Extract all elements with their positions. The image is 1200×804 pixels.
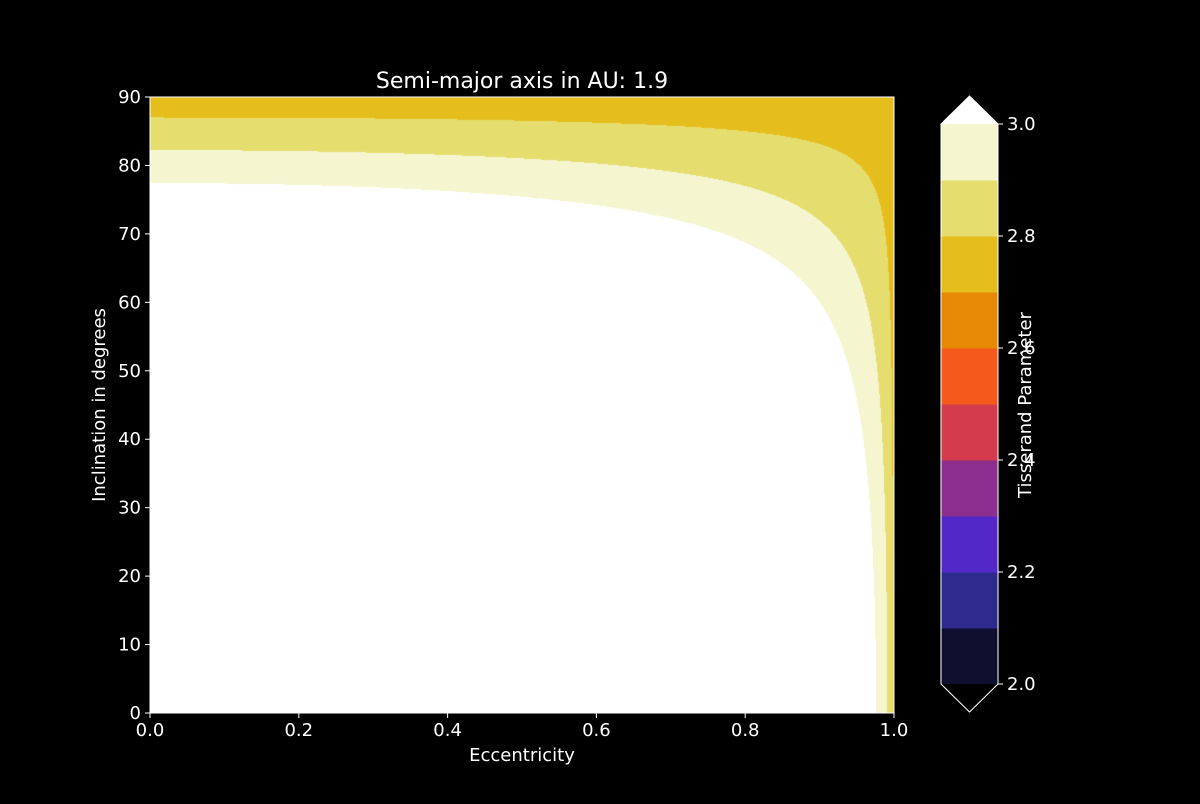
contour-field [150, 97, 894, 713]
chart-title: Semi-major axis in AU: 1.9 [376, 69, 668, 94]
x-tick-label: 0.4 [433, 720, 462, 741]
y-tick-label: 0 [130, 703, 141, 724]
colorbar-tick-label: 3.0 [1007, 114, 1036, 135]
colorbar-extend-top [941, 96, 998, 124]
colorbar-bin [941, 460, 998, 517]
colorbar-bin [941, 124, 998, 181]
colorbar-tick-label: 2.0 [1007, 674, 1036, 695]
y-tick-label: 70 [118, 224, 141, 245]
colorbar-bin [941, 572, 998, 629]
colorbar-tick-label: 2.4 [1007, 450, 1036, 471]
x-tick-label: 0.2 [284, 720, 313, 741]
y-tick-label: 40 [118, 429, 141, 450]
x-axis-label: Eccentricity [469, 745, 575, 766]
colorbar-bin [941, 516, 998, 573]
y-tick-label: 90 [118, 87, 141, 108]
plot-area [149, 96, 895, 714]
colorbar-label: Tisserand Parameter [1015, 311, 1036, 499]
colorbar-bin [941, 292, 998, 349]
y-tick-label: 20 [118, 566, 141, 587]
y-tick-label: 50 [118, 361, 141, 382]
colorbar-bin [941, 180, 998, 237]
y-tick-label: 30 [118, 498, 141, 519]
colorbar-bin [941, 348, 998, 405]
y-axis: 0 10 20 30 40 50 60 70 80 90 [118, 87, 150, 724]
colorbar-tick-label: 2.2 [1007, 562, 1036, 583]
y-tick-label: 10 [118, 635, 141, 656]
y-tick-label: 80 [118, 155, 141, 176]
y-axis-label: Inclination in degrees [89, 308, 110, 502]
colorbar: 2.0 2.2 2.4 2.6 2.8 3.0 [940, 95, 1036, 713]
y-tick-label: 60 [118, 292, 141, 313]
colorbar-bin [941, 404, 998, 461]
x-tick-label: 0.6 [582, 720, 611, 741]
plot-frame [149, 96, 895, 714]
colorbar-tick-label: 2.8 [1007, 226, 1036, 247]
colorbar-extend-bottom [941, 684, 998, 712]
x-axis: 0.0 0.2 0.4 0.6 0.8 1.0 [136, 713, 909, 741]
x-tick-label: 0.0 [136, 720, 165, 741]
colorbar-bin [941, 628, 998, 685]
x-tick-label: 1.0 [880, 720, 909, 741]
colorbar-tick-label: 2.6 [1007, 338, 1036, 359]
colorbar-bin [941, 236, 998, 293]
x-tick-label: 0.8 [731, 720, 760, 741]
